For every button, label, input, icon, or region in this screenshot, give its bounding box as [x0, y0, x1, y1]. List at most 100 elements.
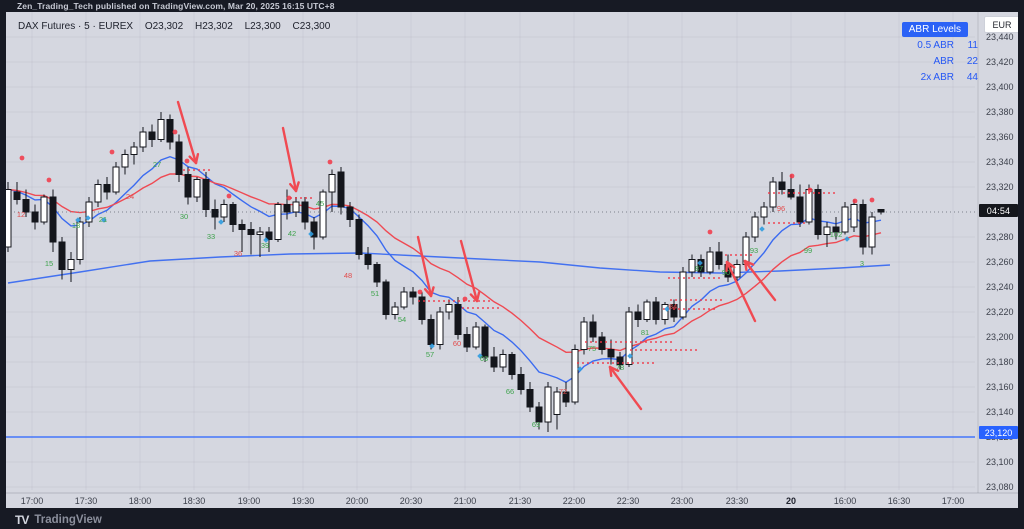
svg-text:45: 45: [316, 199, 324, 208]
up-candle: [751, 216, 759, 238]
svg-text:17:00: 17:00: [21, 496, 44, 506]
up-candle: [445, 304, 453, 313]
price-level-label: 23,120: [979, 426, 1018, 439]
down-candle: [49, 196, 57, 243]
chart-canvas[interactable]: 12 15 18 21 24 27 30 33 36 39 42 45 48 51 54 57 60 63 66 69…: [6, 12, 1018, 508]
up-candle: [121, 154, 129, 168]
svg-text:22:00: 22:00: [563, 496, 586, 506]
svg-text:23,260: 23,260: [986, 257, 1014, 267]
down-candle: [508, 354, 516, 375]
abr-row-label: ABR: [933, 55, 954, 67]
price-axis-labels[interactable]: 23,440 23,420 23,400 23,380 23,360 23,340 23,3…: [986, 32, 1014, 492]
svg-text:23,140: 23,140: [986, 407, 1014, 417]
svg-text:23,420: 23,420: [986, 57, 1014, 67]
tradingview-brand[interactable]: TradingView: [34, 514, 102, 526]
up-candle: [256, 231, 264, 235]
svg-text:23,280: 23,280: [986, 232, 1014, 242]
up-candle: [130, 146, 138, 155]
svg-text:18:30: 18:30: [183, 496, 206, 506]
down-candle: [364, 254, 372, 265]
symbol-descriptor[interactable]: DAX Futures · 5 · EUREX: [18, 21, 134, 32]
up-candle: [328, 174, 336, 193]
up-candle: [850, 204, 858, 228]
time-axis-labels[interactable]: 17:00 17:30 18:00 18:30 19:00 19:30 20:00 20:30…: [21, 496, 965, 506]
svg-text:75: 75: [588, 344, 596, 353]
up-candle: [139, 131, 147, 148]
svg-text:18:00: 18:00: [129, 496, 152, 506]
svg-text:20: 20: [786, 496, 796, 506]
svg-text:23,380: 23,380: [986, 107, 1014, 117]
down-candle: [310, 221, 318, 238]
down-candle: [814, 189, 822, 235]
up-candle: [706, 251, 714, 273]
up-candle: [220, 204, 228, 218]
down-candle: [427, 319, 435, 345]
down-candle: [463, 334, 471, 348]
svg-text:23,240: 23,240: [986, 282, 1014, 292]
down-candle: [598, 336, 606, 350]
svg-text:23,200: 23,200: [986, 332, 1014, 342]
svg-text:78: 78: [616, 363, 624, 372]
up-candle: [625, 311, 633, 365]
down-candle: [301, 201, 309, 223]
down-candle: [247, 229, 255, 235]
down-candle: [373, 264, 381, 283]
red-dot-signals: [19, 129, 875, 302]
attribution-text: Zen_Trading_Tech published on TradingVie…: [17, 1, 335, 11]
svg-text:33: 33: [207, 232, 215, 241]
svg-text:23,360: 23,360: [986, 132, 1014, 142]
down-candle: [166, 119, 174, 143]
down-candle: [589, 321, 597, 338]
symbol-row[interactable]: DAX Futures · 5 · EUREX O23,302 H23,302 …: [18, 21, 330, 32]
svg-text:19:00: 19:00: [238, 496, 261, 506]
svg-text:54: 54: [398, 315, 406, 324]
svg-text:39: 39: [261, 241, 269, 250]
svg-text:69: 69: [532, 420, 540, 429]
svg-text:17:00: 17:00: [942, 496, 965, 506]
svg-text:90: 90: [722, 268, 730, 277]
svg-text:20:00: 20:00: [346, 496, 369, 506]
down-candle: [409, 291, 417, 298]
svg-text:63: 63: [480, 354, 488, 363]
up-candle: [85, 201, 93, 223]
dotted-entry-levels: [183, 169, 838, 364]
up-candle: [688, 259, 696, 273]
up-candle: [112, 166, 120, 193]
down-candle: [634, 311, 642, 320]
up-candle: [544, 386, 552, 423]
down-candle: [22, 199, 30, 213]
annotation-arrows[interactable]: [176, 100, 777, 411]
up-candle: [157, 119, 165, 140]
svg-text:87: 87: [695, 264, 703, 273]
down-candle: [652, 301, 660, 320]
down-candle: [526, 389, 534, 408]
svg-text:22:30: 22:30: [617, 496, 640, 506]
abr-row-value: 11: [967, 39, 978, 51]
abr-row-half: 0.5 ABR 11: [890, 37, 978, 53]
up-candle: [499, 354, 507, 368]
svg-text:102: 102: [830, 230, 843, 239]
down-candle: [283, 204, 291, 213]
down-candle: [355, 219, 363, 255]
svg-text:16:00: 16:00: [834, 496, 857, 506]
tradingview-logo-icon[interactable]: TV: [15, 513, 29, 527]
axis-separators: [6, 12, 1018, 494]
svg-text:51: 51: [371, 289, 379, 298]
abr-row-value: 44: [966, 71, 978, 83]
down-candle: [454, 304, 462, 335]
chart-grid: [6, 12, 975, 490]
up-candle: [769, 181, 777, 208]
up-candle: [472, 326, 480, 348]
up-candle: [391, 306, 399, 315]
currency-button[interactable]: EUR: [984, 16, 1018, 33]
svg-text:21: 21: [99, 215, 107, 224]
down-candle: [859, 204, 867, 248]
down-candle: [796, 196, 804, 223]
up-candle: [823, 226, 831, 235]
svg-text:23:30: 23:30: [726, 496, 749, 506]
abr-row-label: 2x ABR: [920, 71, 954, 83]
svg-text:93: 93: [750, 246, 758, 255]
svg-text:60: 60: [453, 339, 461, 348]
up-candle: [733, 264, 741, 278]
svg-text:23,320: 23,320: [986, 182, 1014, 192]
